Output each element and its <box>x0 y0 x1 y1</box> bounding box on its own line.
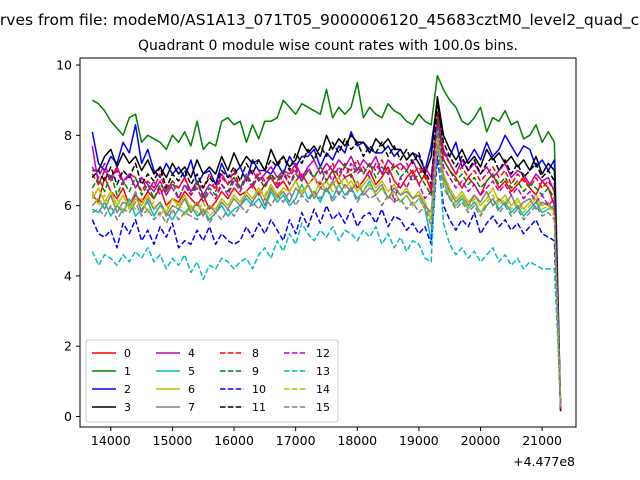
series-line-8 <box>91 109 562 410</box>
series-line-7 <box>91 134 562 408</box>
legend-label-8: 8 <box>252 347 259 360</box>
y-tick-label: 10 <box>56 58 72 73</box>
x-tick-label: 18000 <box>337 433 377 448</box>
y-tick-label: 6 <box>64 198 72 213</box>
plot-lines <box>91 74 562 412</box>
legend-label-14: 14 <box>316 383 330 396</box>
chart-title: Quadrant 0 module wise count rates with … <box>138 38 518 54</box>
legend-label-15: 15 <box>316 401 330 414</box>
legend-label-13: 13 <box>316 365 330 378</box>
series-line-15 <box>91 145 562 408</box>
y-tick-label: 8 <box>64 128 72 143</box>
x-offset-label: +4.477e8 <box>513 454 575 469</box>
legend-label-9: 9 <box>252 365 259 378</box>
legend-label-7: 7 <box>188 401 195 414</box>
series-line-13 <box>91 131 562 399</box>
x-tick-label: 20000 <box>461 433 501 448</box>
legend-label-6: 6 <box>188 383 195 396</box>
y-tick-label: 4 <box>64 268 72 283</box>
legend-label-1: 1 <box>124 365 131 378</box>
x-tick-label: 21000 <box>522 433 562 448</box>
x-tick-label: 19000 <box>399 433 439 448</box>
series-line-3 <box>92 95 562 412</box>
series-line-10 <box>91 155 562 410</box>
y-axis: 0 2 4 6 8 10 <box>56 58 80 424</box>
x-axis: 14000 15000 16000 17000 18000 19000 20000 21000 <box>91 427 562 448</box>
x-tick-label: 17000 <box>276 433 316 448</box>
legend-label-0: 0 <box>124 347 131 360</box>
plot-frame <box>79 57 577 428</box>
series-line-5 <box>91 141 562 410</box>
series-line-12 <box>91 124 562 410</box>
legend-label-4: 4 <box>188 347 195 360</box>
chart-suptitle: Light curves from file: modeM0/AS1A13_07… <box>0 11 640 30</box>
series-line-2 <box>91 99 562 410</box>
legend-label-2: 2 <box>124 383 131 396</box>
x-tick-label: 14000 <box>91 433 131 448</box>
x-tick-label: 15000 <box>153 433 193 448</box>
legend-label-12: 12 <box>316 347 330 360</box>
series-line-1 <box>91 74 562 406</box>
series-line-11 <box>91 102 562 410</box>
y-tick-label: 0 <box>64 409 72 424</box>
legend-box <box>85 339 339 423</box>
legend-label-11: 11 <box>252 401 266 414</box>
series-line-9 <box>91 116 562 408</box>
y-tick-label: 2 <box>64 339 72 354</box>
x-tick-label: 16000 <box>214 433 254 448</box>
legend-label-5: 5 <box>188 365 195 378</box>
legend-label-3: 3 <box>124 401 131 414</box>
legend-label-10: 10 <box>252 383 266 396</box>
